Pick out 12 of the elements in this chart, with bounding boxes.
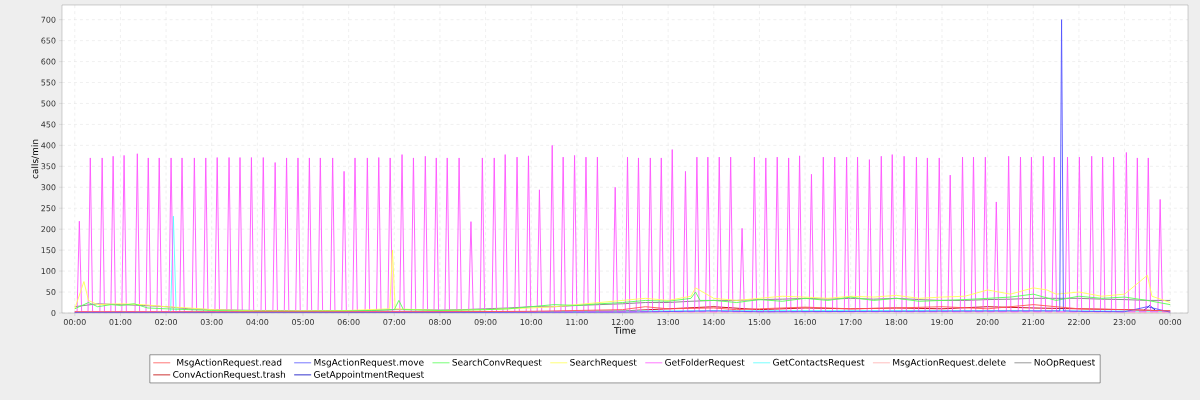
legend-label: GetFolderRequest [665, 358, 745, 368]
legend-label: SearchConvRequest [452, 358, 542, 368]
legend-label: MsgActionRequest.read [177, 358, 282, 368]
x-axis-title: Time [614, 326, 636, 334]
legend-label: MsgActionRequest.delete [893, 358, 1006, 368]
legend-label: ConvActionRequest.trash [173, 370, 286, 380]
legend-label: GetAppointmentRequest [314, 370, 424, 380]
legend-label: NoOpRequest [1034, 358, 1095, 368]
legend-label: SearchRequest [570, 358, 637, 368]
y-axis-title: calls/min [31, 139, 39, 179]
legend-label: MsgActionRequest.move [314, 358, 424, 368]
legend-label: GetContactsRequest [773, 358, 865, 368]
